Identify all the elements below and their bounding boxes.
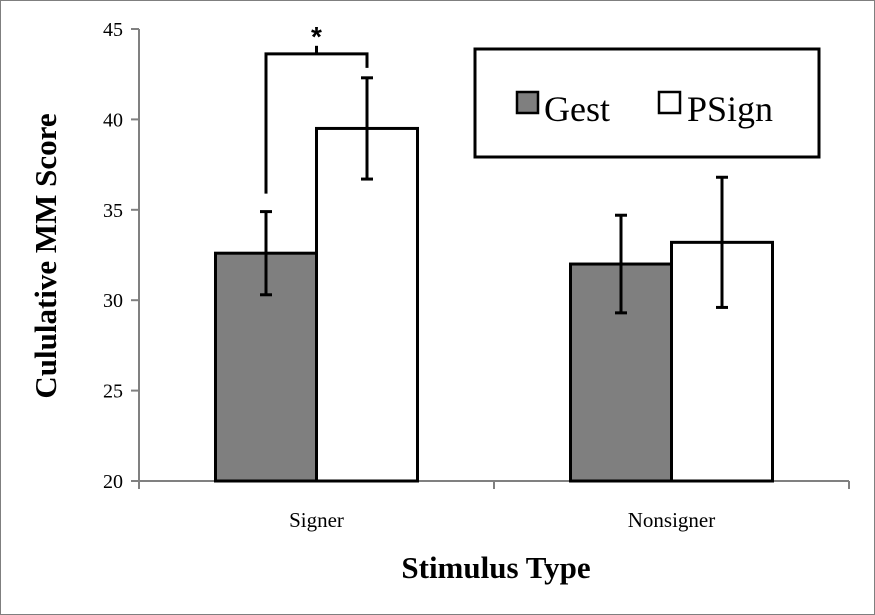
significance-bracket: * xyxy=(264,21,369,194)
error-bars xyxy=(260,76,728,315)
y-tick-label: 25 xyxy=(103,381,123,403)
legend-label-gest: Gest xyxy=(544,89,610,129)
significance-marker: * xyxy=(311,21,322,52)
axes: 20 25 30 35 40 45 xyxy=(103,19,850,493)
y-tick-label: 30 xyxy=(103,290,123,312)
x-tick-label: Signer xyxy=(289,508,344,532)
legend-swatch-gest xyxy=(515,90,540,115)
y-tick-label: 20 xyxy=(103,471,123,493)
axis-labels: Signer Nonsigner Stimulus Type Cululative M… xyxy=(28,113,715,585)
y-tick-label: 40 xyxy=(103,109,123,131)
legend-swatch-psign xyxy=(657,90,682,115)
y-tick-label: 35 xyxy=(103,200,123,222)
x-axis-title: Stimulus Type xyxy=(401,550,590,585)
y-tick-label: 45 xyxy=(103,19,123,41)
x-tick-label: Nonsigner xyxy=(628,508,716,532)
legend-label-psign: PSign xyxy=(687,89,773,129)
bars xyxy=(214,126,774,483)
legend: Gest PSign xyxy=(473,47,821,159)
y-axis-title: Cululative MM Score xyxy=(28,113,63,398)
bar-psign-signer xyxy=(315,126,419,483)
